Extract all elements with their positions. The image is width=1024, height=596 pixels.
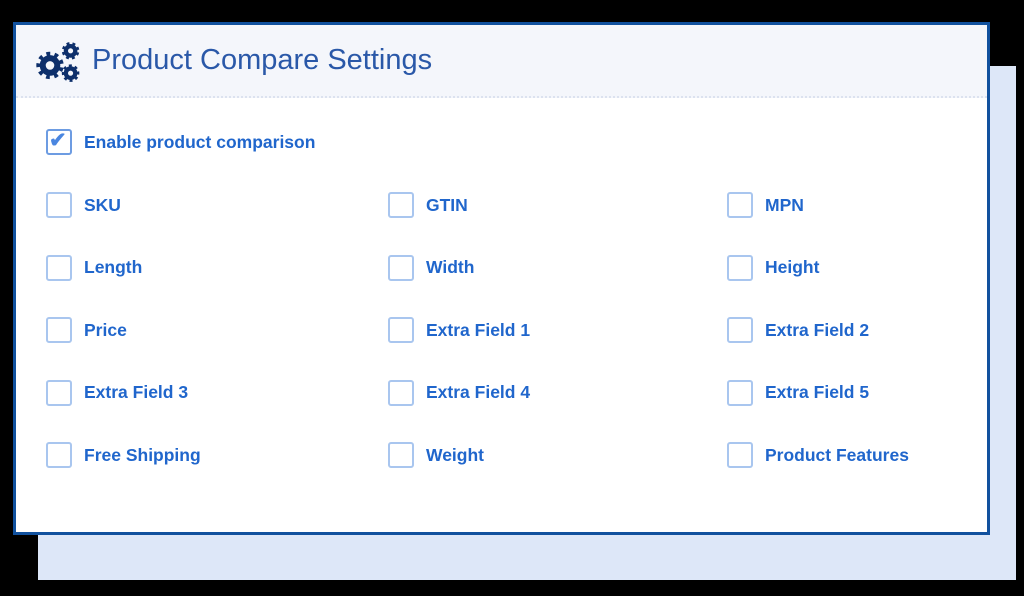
checkbox-label: Extra Field 1	[426, 319, 531, 340]
checkbox-label: Height	[765, 257, 820, 277]
option-row-sku[interactable]: SKU	[46, 192, 388, 218]
option-row-product-features[interactable]: Product Features	[727, 442, 957, 468]
checkbox-label: GTIN	[426, 194, 468, 215]
extra-field-3-checkbox[interactable]	[46, 379, 72, 406]
width-checkbox[interactable]	[388, 254, 414, 281]
option-row-length[interactable]: Length	[46, 254, 388, 281]
option-row-free-shipping[interactable]: Free Shipping	[46, 442, 388, 468]
option-row-weight[interactable]: Weight	[388, 442, 727, 468]
weight-checkbox[interactable]	[388, 442, 414, 468]
card-header: Product Compare Settings	[16, 25, 987, 98]
enable-product-comparison-checkbox[interactable]	[46, 128, 72, 155]
checkbox-label: Extra Field 3	[84, 382, 189, 402]
checkbox-label: MPN	[765, 194, 804, 215]
option-row-extra-field-3[interactable]: Extra Field 3	[46, 379, 388, 406]
option-row-mpn[interactable]: MPN	[727, 192, 957, 218]
checkbox-label: Extra Field 4	[426, 382, 531, 402]
extra-field-5-checkbox[interactable]	[727, 379, 753, 406]
gtin-checkbox[interactable]	[388, 192, 414, 218]
checkbox-label: Product Features	[765, 444, 909, 465]
checkbox-label: Width	[426, 257, 475, 277]
checkbox-label: Enable product comparison	[84, 131, 316, 152]
card-body: Enable product comparison SKU GTIN MPN	[16, 98, 987, 468]
product-compare-settings-card: Product Compare Settings Enable product …	[13, 22, 990, 535]
compare-fields-grid: SKU GTIN MPN Length Width	[46, 192, 957, 468]
checkbox-label: Free Shipping	[84, 444, 201, 465]
price-checkbox[interactable]	[46, 317, 72, 343]
option-row-width[interactable]: Width	[388, 254, 727, 281]
extra-field-4-checkbox[interactable]	[388, 379, 414, 406]
checkbox-label: SKU	[84, 194, 121, 215]
gears-icon	[36, 41, 80, 82]
length-checkbox[interactable]	[46, 254, 72, 281]
checkbox-label: Length	[84, 257, 143, 277]
option-row-extra-field-2[interactable]: Extra Field 2	[727, 317, 957, 343]
option-row-price[interactable]: Price	[46, 317, 388, 343]
free-shipping-checkbox[interactable]	[46, 442, 72, 468]
sku-checkbox[interactable]	[46, 192, 72, 218]
height-checkbox[interactable]	[727, 254, 753, 281]
checkbox-label: Extra Field 5	[765, 382, 870, 402]
option-row-extra-field-4[interactable]: Extra Field 4	[388, 379, 727, 406]
option-row-extra-field-5[interactable]: Extra Field 5	[727, 379, 957, 406]
extra-field-2-checkbox[interactable]	[727, 317, 753, 343]
product-features-checkbox[interactable]	[727, 442, 753, 468]
option-row-height[interactable]: Height	[727, 254, 957, 281]
checkbox-label: Extra Field 2	[765, 319, 870, 340]
checkbox-label: Price	[84, 319, 127, 340]
checkbox-label: Weight	[426, 444, 485, 465]
extra-field-1-checkbox[interactable]	[388, 317, 414, 343]
option-row-extra-field-1[interactable]: Extra Field 1	[388, 317, 727, 343]
mpn-checkbox[interactable]	[727, 192, 753, 218]
enable-product-comparison-row[interactable]: Enable product comparison	[46, 128, 957, 155]
option-row-gtin[interactable]: GTIN	[388, 192, 727, 218]
page-title: Product Compare Settings	[92, 44, 433, 76]
